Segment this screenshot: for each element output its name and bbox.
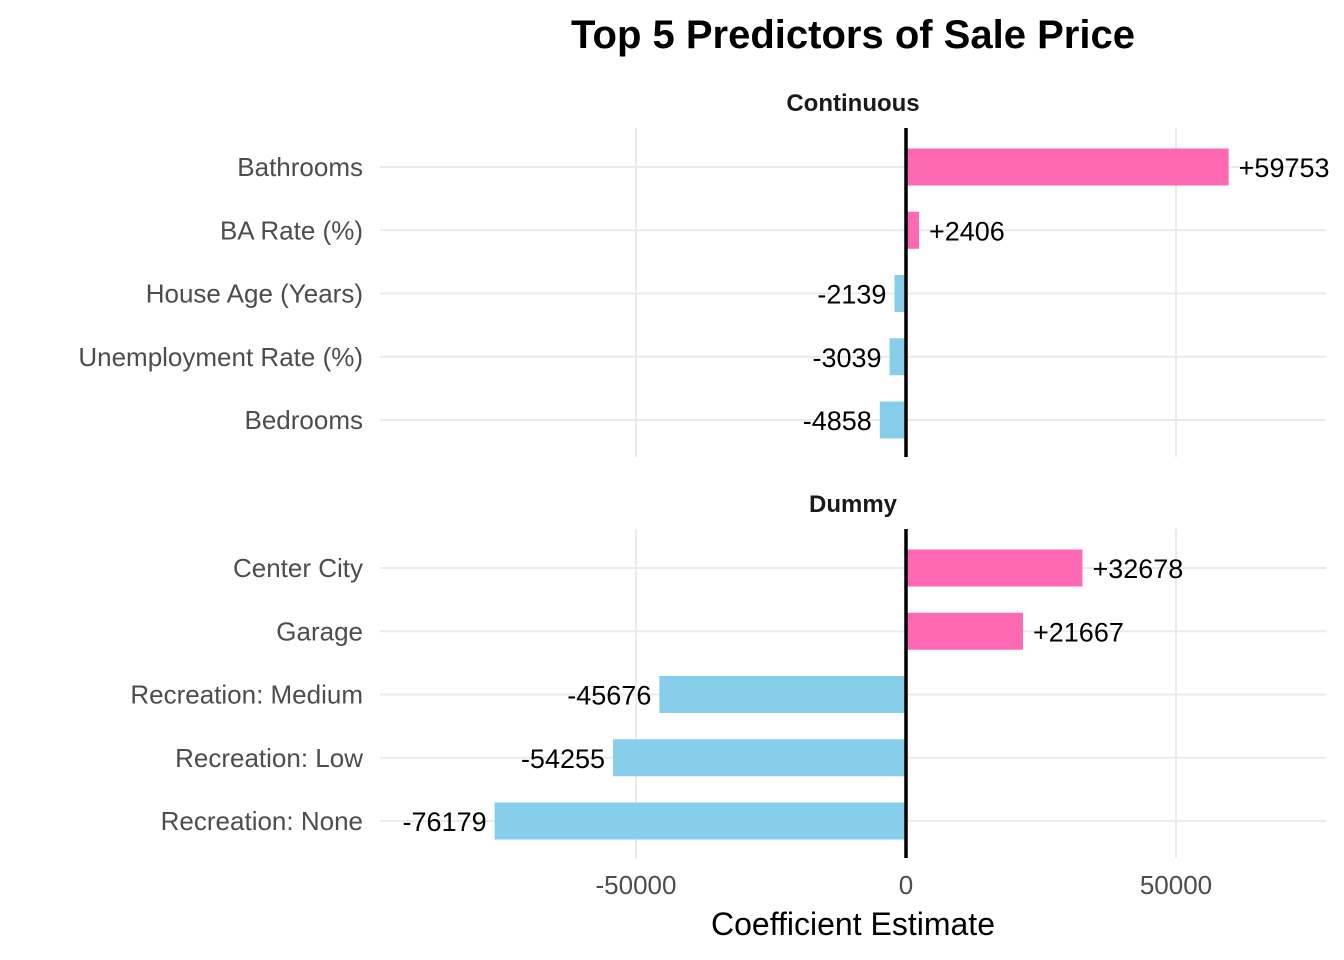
data-label: -3039 bbox=[813, 343, 882, 373]
x-tick-label: 50000 bbox=[1140, 870, 1212, 900]
bar bbox=[494, 802, 906, 840]
bar bbox=[906, 612, 1024, 650]
data-label: -54255 bbox=[521, 744, 605, 774]
data-label: +2406 bbox=[929, 216, 1005, 246]
category-label: Recreation: Low bbox=[175, 743, 363, 773]
data-label: -76179 bbox=[403, 807, 487, 837]
x-tick-label: 0 bbox=[899, 870, 913, 900]
category-label: Unemployment Rate (%) bbox=[78, 342, 363, 372]
bar bbox=[906, 549, 1083, 587]
bar bbox=[906, 211, 919, 249]
category-label: Garage bbox=[276, 616, 363, 646]
x-axis-label: Coefficient Estimate bbox=[711, 906, 995, 942]
category-label: Bathrooms bbox=[237, 152, 363, 182]
panel-1: Center City +32678 Garage +21667 Recreation:… bbox=[130, 491, 1326, 858]
data-label: -2139 bbox=[817, 280, 886, 310]
category-label: Center City bbox=[233, 553, 363, 583]
bar bbox=[879, 401, 906, 439]
category-label: Recreation: Medium bbox=[130, 680, 363, 710]
data-label: -4858 bbox=[803, 406, 872, 436]
bar bbox=[894, 275, 906, 312]
data-label: +59753 bbox=[1239, 153, 1330, 183]
bar bbox=[659, 676, 906, 713]
data-label: -45676 bbox=[567, 681, 651, 711]
plot-area: Bathrooms +59753 BA Rate (%) +2406 House Age… bbox=[78, 90, 1329, 900]
bar bbox=[613, 739, 906, 777]
panel-0: Bathrooms +59753 BA Rate (%) +2406 House Age… bbox=[78, 90, 1330, 457]
panel-strip-title: Continuous bbox=[786, 90, 919, 117]
x-tick-label: -50000 bbox=[596, 870, 677, 900]
bar bbox=[889, 338, 906, 376]
data-label: +21667 bbox=[1033, 617, 1124, 647]
chart-title: Top 5 Predictors of Sale Price bbox=[571, 13, 1135, 57]
panel-strip-title: Dummy bbox=[809, 491, 898, 518]
category-label: Bedrooms bbox=[245, 405, 364, 435]
category-label: BA Rate (%) bbox=[220, 215, 363, 245]
category-label: Recreation: None bbox=[161, 806, 363, 836]
data-label: +32678 bbox=[1092, 554, 1183, 584]
category-label: House Age (Years) bbox=[146, 279, 363, 309]
bar bbox=[906, 148, 1229, 186]
